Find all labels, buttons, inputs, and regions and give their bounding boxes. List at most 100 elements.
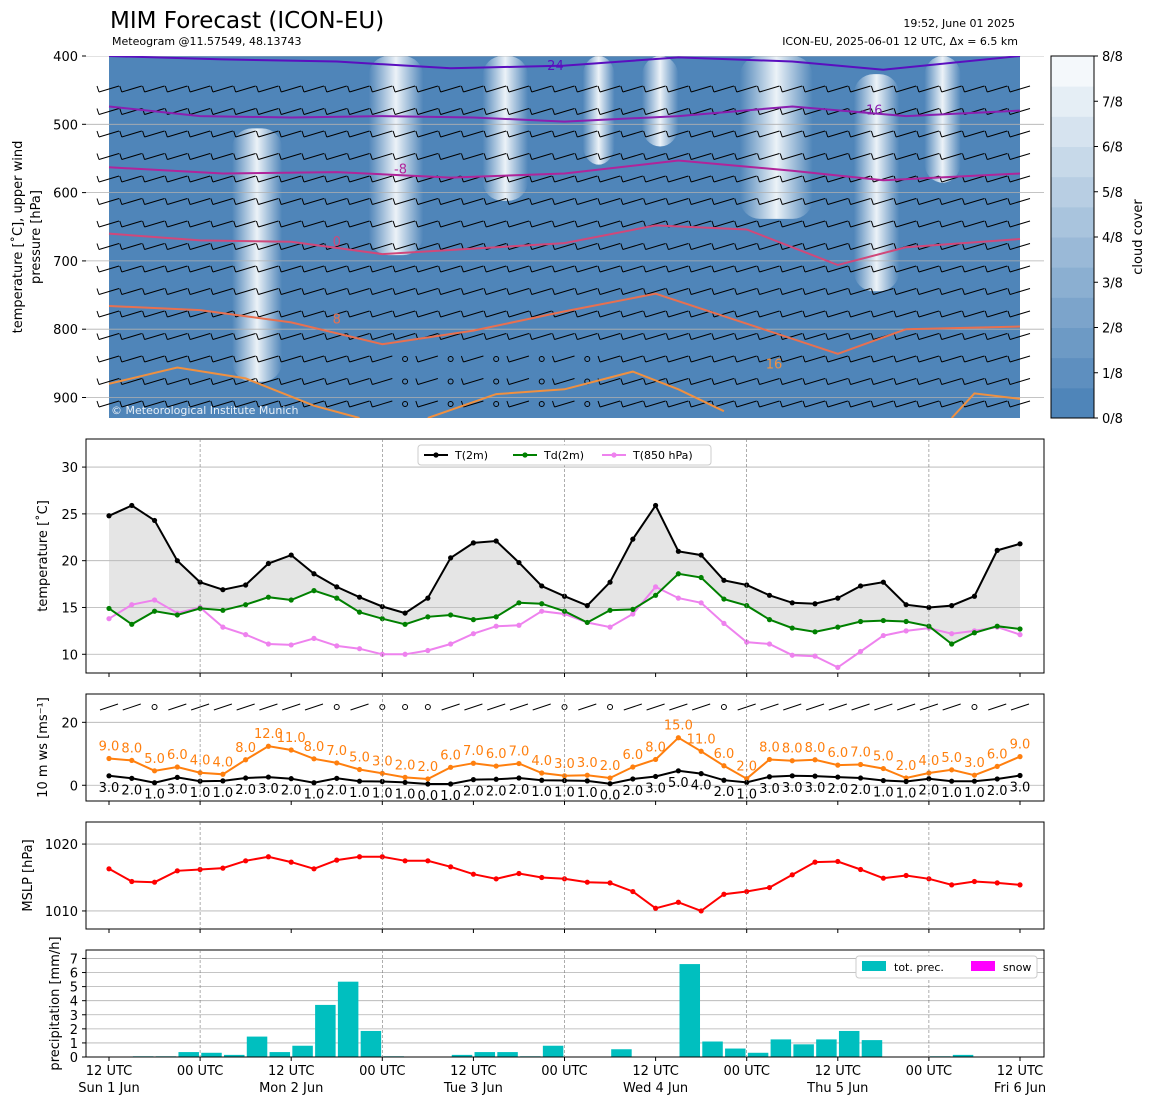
wind-barb (599, 243, 621, 250)
wind-barb (577, 288, 598, 295)
wind-speed-point (698, 771, 704, 777)
wind-barb-flag (665, 243, 669, 250)
td2m-point (425, 614, 431, 620)
wind-barb (440, 108, 461, 115)
cloud-gap (368, 56, 424, 256)
wind-barb-flag (233, 85, 237, 93)
wind-barb-flag (392, 198, 396, 205)
wind-barb-flag (164, 265, 168, 273)
wind-barb (782, 85, 803, 93)
wind-barb (691, 333, 712, 340)
wind-barb-flag (734, 153, 738, 160)
wind-barb-flag (392, 85, 396, 93)
t850-point (630, 611, 636, 617)
wind-barb-flag (870, 198, 874, 205)
wind-barb (964, 378, 985, 385)
wind-barb-flag (438, 153, 442, 160)
gust-value-label: 15.0 (664, 719, 693, 734)
wind-barb-flag (438, 108, 442, 115)
wind-barb (964, 85, 985, 93)
wind-barb-flag (164, 175, 168, 183)
wind-barb (895, 310, 917, 318)
gust-value-label: 8.0 (304, 740, 325, 755)
wind-barb (235, 333, 256, 340)
wind-barb-flag (688, 378, 692, 385)
wind-barb (463, 265, 484, 273)
wind-barb-flag (574, 265, 578, 273)
t850-point (516, 622, 522, 628)
x-tick-label: 00 UTC (541, 1064, 587, 1079)
wind-barb-flag (825, 130, 829, 138)
wind-speed-point (812, 773, 818, 779)
wind-barb (486, 130, 507, 138)
wind-barb-flag (347, 310, 350, 318)
x-tick-label: 12 UTC (632, 1064, 678, 1079)
wind-barb (827, 243, 848, 250)
t850-point (903, 628, 909, 634)
calm-marker (424, 704, 431, 710)
wind-barb (212, 108, 234, 115)
wind-barb-flag (255, 310, 259, 318)
wind-barb-flag (734, 378, 738, 385)
td2m-point (835, 624, 841, 630)
wind-barb (577, 198, 598, 205)
wind-barb-flag (460, 153, 464, 160)
wind-barb-flag (779, 108, 783, 115)
wind-barb (98, 378, 120, 385)
wind-barb-flag (825, 288, 829, 295)
cloud-gap (641, 56, 679, 147)
precip-bar (793, 1044, 814, 1057)
surface-wind-barb (99, 703, 119, 711)
wind-barb (417, 355, 438, 363)
wind-barb (463, 378, 484, 385)
colorbar-segment (1051, 56, 1094, 87)
wind-speed-point (265, 774, 272, 780)
wind-barb-flag (870, 288, 874, 295)
wind-value-label: 1.0 (190, 786, 211, 801)
wind-barb-flag (848, 198, 852, 205)
wind-barb (736, 400, 757, 408)
wind-barb-flag (961, 198, 965, 205)
surface-wind-barb (896, 703, 916, 711)
wind-barb (121, 198, 142, 205)
wind-barb (1009, 333, 1031, 340)
wind-barb (121, 288, 142, 295)
wind-barb (759, 153, 780, 160)
t2m-point (516, 559, 522, 566)
wind-barb (417, 85, 438, 93)
wind-barb-flag (643, 153, 647, 160)
wind-barb (281, 243, 302, 250)
wind-barb-flag (848, 378, 852, 385)
wind-barb (691, 265, 712, 273)
wind-barb (349, 198, 370, 205)
wind-barb (258, 85, 279, 93)
wind-barb-flag (392, 220, 396, 228)
wind-barb-flag (552, 153, 555, 160)
wind-barb-flag (643, 288, 647, 295)
wind-barb-flag (278, 400, 282, 408)
wind-barb-flag (96, 220, 100, 228)
colorbar-segment (1051, 327, 1094, 359)
calm-marker (720, 704, 727, 710)
wind-barb (554, 130, 575, 138)
wind-barb-flag (870, 400, 874, 408)
wind-barb-flag (187, 243, 191, 250)
mslp-point (265, 854, 272, 860)
x-tick-label: 12 UTC (86, 1064, 132, 1079)
wind-barb (873, 243, 894, 250)
wind-barb-flag (506, 333, 510, 340)
wind-barb-flag (688, 108, 692, 115)
wind-barb-flag (142, 153, 146, 160)
wind-barb-flag (757, 130, 760, 138)
gust-point (630, 764, 636, 770)
wind-barb-flag (711, 198, 715, 205)
wind-barb (212, 400, 234, 408)
wind-barb (235, 175, 256, 183)
y-axis-label: precipitation [mm/h] (48, 936, 63, 1070)
wind-barb (827, 288, 848, 295)
wind-barb-flag (734, 310, 738, 318)
y-tick-label: 900 (53, 392, 78, 407)
wind-barb (121, 220, 142, 228)
wind-barb (258, 175, 279, 183)
wind-barb (212, 288, 234, 295)
